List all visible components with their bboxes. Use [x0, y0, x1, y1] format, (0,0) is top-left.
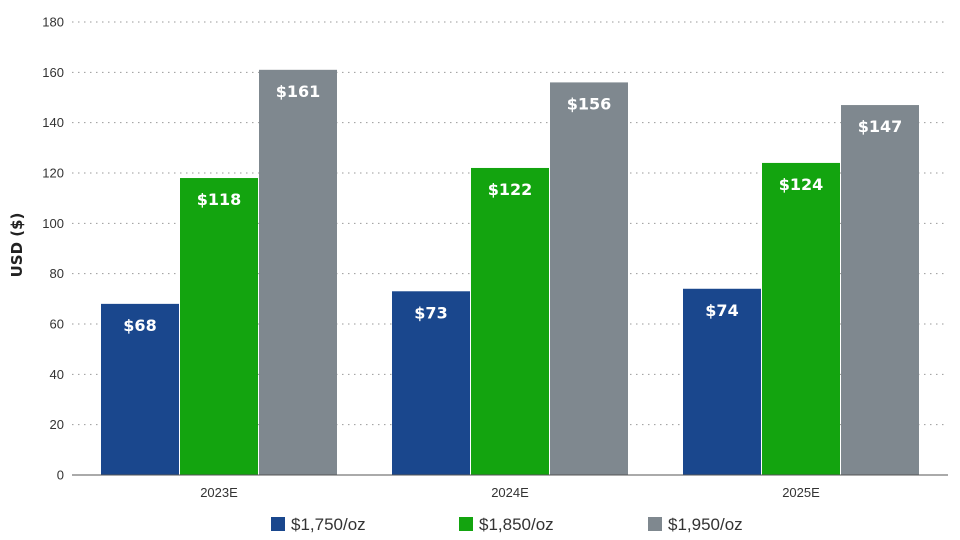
legend-label: $1,950/oz	[668, 515, 743, 534]
x-tick-label: 2023E	[200, 485, 238, 500]
data-label: $73	[414, 303, 447, 322]
y-tick-label: 40	[50, 367, 64, 382]
x-tick-label: 2024E	[491, 485, 529, 500]
x-tick-label: 2025E	[782, 485, 820, 500]
legend-label: $1,850/oz	[479, 515, 554, 534]
legend: $1,750/oz $1,850/oz $1,950/oz	[271, 515, 743, 534]
legend-label: $1,750/oz	[291, 515, 366, 534]
data-label: $118	[197, 190, 242, 209]
y-tick-label: 180	[42, 15, 64, 30]
y-tick-label: 0	[57, 468, 64, 483]
y-tick-label: 140	[42, 115, 64, 130]
bar	[471, 167, 549, 475]
bar	[683, 288, 761, 475]
y-tick-label: 100	[42, 216, 64, 231]
data-label: $68	[123, 316, 156, 335]
bar	[762, 162, 840, 475]
y-tick-label: 60	[50, 317, 64, 332]
y-axis-ticks: 0 20 40 60 80 100 120 140 160 180	[42, 15, 64, 483]
bar	[392, 291, 470, 475]
data-label: $161	[276, 82, 321, 101]
y-tick-label: 80	[50, 266, 64, 281]
legend-swatch	[271, 517, 285, 531]
y-axis-label: USD ($)	[8, 213, 26, 278]
bar	[550, 82, 628, 476]
data-label: $147	[858, 117, 903, 136]
y-tick-label: 20	[50, 417, 64, 432]
bar	[180, 178, 258, 476]
y-tick-label: 120	[42, 166, 64, 181]
bar	[841, 105, 919, 476]
data-label: $156	[567, 94, 612, 113]
data-label: $124	[779, 175, 824, 194]
data-label: $74	[705, 301, 738, 320]
x-axis-ticks: 2023E 2024E 2025E	[200, 485, 820, 500]
legend-swatch	[459, 517, 473, 531]
bar	[101, 303, 179, 475]
data-label: $122	[488, 180, 533, 199]
legend-swatch	[648, 517, 662, 531]
bar	[259, 69, 337, 476]
bars: $68 $118 $161 $73 $122 $156 $74 $124 $147	[101, 69, 919, 476]
y-tick-label: 160	[42, 65, 64, 80]
